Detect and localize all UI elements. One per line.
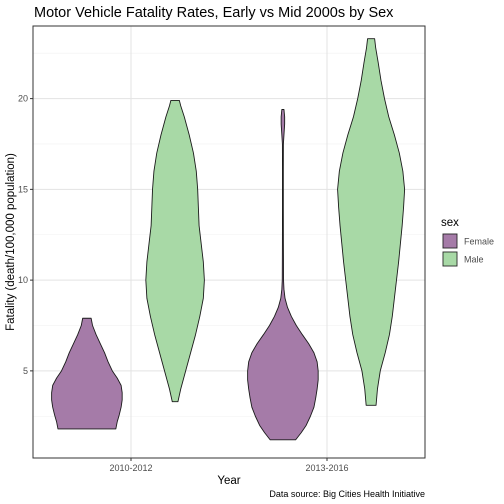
legend-label-female: Female: [464, 237, 494, 247]
x-tick-label: 2010-2012: [109, 463, 152, 473]
chart-title: Motor Vehicle Fatality Rates, Early vs M…: [34, 5, 394, 21]
plot-panel-border: [32, 25, 426, 459]
y-axis-title: Fatality (death/100,000 population): [5, 153, 17, 331]
y-axis-ticks: 5 10 15 20: [18, 94, 33, 376]
legend: sex Female Male: [441, 217, 494, 267]
legend-key-female: [442, 233, 458, 249]
legend-title: sex: [441, 217, 459, 229]
y-tick-label: 15: [18, 184, 28, 194]
violin-male-2013-2016: [337, 38, 406, 406]
violins: [51, 38, 406, 441]
y-tick-label: 10: [18, 275, 28, 285]
violin-male-2010-2012: [145, 99, 205, 403]
y-tick-label: 20: [18, 94, 28, 104]
violin-female-2010-2012: [51, 317, 123, 430]
legend-key-male: [442, 251, 458, 267]
chart-caption: Data source: Big Cities Health Initiativ…: [269, 489, 425, 499]
x-axis-title: Year: [217, 475, 240, 487]
x-tick-label: 2013-2016: [305, 463, 348, 473]
legend-label-male: Male: [464, 255, 484, 265]
x-axis-ticks: 2010-2012 2013-2016: [109, 458, 349, 473]
y-tick-label: 5: [23, 366, 28, 376]
violin-female-2013-2016: [247, 109, 319, 441]
